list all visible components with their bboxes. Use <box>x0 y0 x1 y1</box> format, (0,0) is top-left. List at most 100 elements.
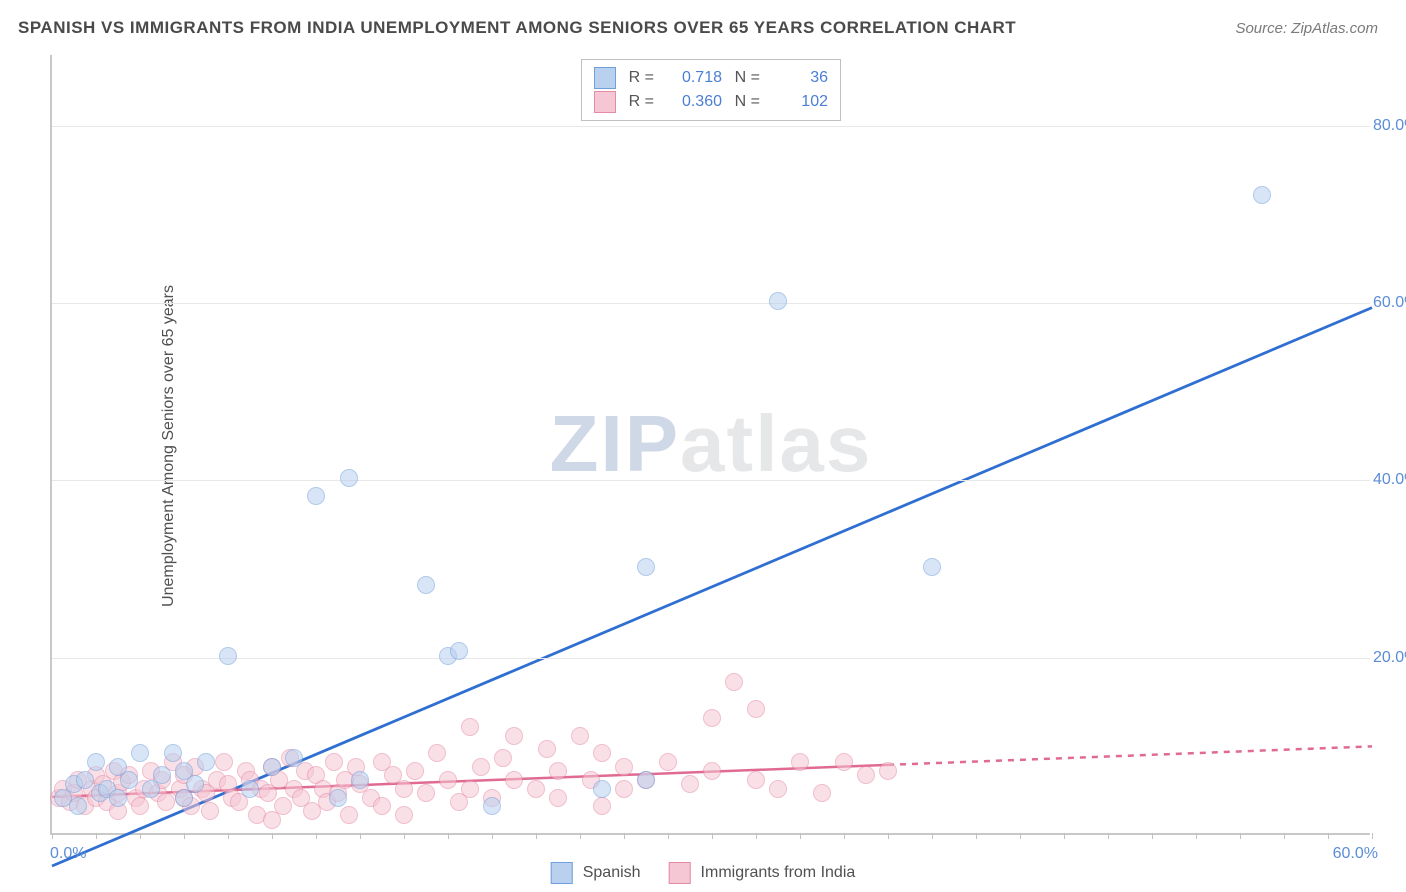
x-tick <box>1020 833 1021 839</box>
x-tick <box>404 833 405 839</box>
data-point-spanish <box>637 771 655 789</box>
data-point-spanish <box>285 749 303 767</box>
x-tick <box>1328 833 1329 839</box>
gridline <box>52 126 1370 127</box>
data-point-india <box>461 718 479 736</box>
correlation-legend: R = 0.718 N = 36 R = 0.360 N = 102 <box>581 59 841 121</box>
legend-label-india: Immigrants from India <box>701 864 856 882</box>
data-point-india <box>428 744 446 762</box>
trend-line-india <box>888 746 1372 765</box>
legend-row-india: R = 0.360 N = 102 <box>594 90 828 114</box>
x-tick <box>1152 833 1153 839</box>
gridline <box>52 658 1370 659</box>
data-point-spanish <box>483 797 501 815</box>
data-point-india <box>215 753 233 771</box>
data-point-india <box>340 806 358 824</box>
data-point-spanish <box>923 558 941 576</box>
gridline <box>52 480 1370 481</box>
data-point-india <box>325 753 343 771</box>
legend-label-spanish: Spanish <box>583 864 641 882</box>
n-value-india: 102 <box>768 90 828 114</box>
x-tick <box>668 833 669 839</box>
data-point-india <box>813 784 831 802</box>
r-label: R = <box>624 90 654 114</box>
data-point-india <box>461 780 479 798</box>
x-tick-max: 60.0% <box>1333 845 1378 863</box>
data-point-india <box>571 727 589 745</box>
data-point-india <box>725 673 743 691</box>
x-tick <box>1240 833 1241 839</box>
data-point-india <box>131 797 149 815</box>
data-point-spanish <box>263 758 281 776</box>
data-point-india <box>593 744 611 762</box>
data-point-india <box>879 762 897 780</box>
data-point-india <box>747 771 765 789</box>
data-point-spanish <box>109 789 127 807</box>
data-point-india <box>835 753 853 771</box>
x-tick <box>888 833 889 839</box>
data-point-spanish <box>351 771 369 789</box>
x-tick <box>1064 833 1065 839</box>
x-tick <box>140 833 141 839</box>
data-point-india <box>615 758 633 776</box>
x-tick <box>976 833 977 839</box>
data-point-spanish <box>241 780 259 798</box>
x-tick <box>932 833 933 839</box>
x-tick <box>448 833 449 839</box>
chart-title: SPANISH VS IMMIGRANTS FROM INDIA UNEMPLO… <box>18 18 1016 38</box>
data-point-india <box>549 789 567 807</box>
watermark-zip: ZIP <box>550 399 680 488</box>
data-point-india <box>791 753 809 771</box>
y-tick-label: 40.0% <box>1373 471 1406 489</box>
data-point-spanish <box>307 487 325 505</box>
data-point-spanish <box>450 642 468 660</box>
data-point-spanish <box>593 780 611 798</box>
x-tick <box>1196 833 1197 839</box>
data-point-india <box>373 797 391 815</box>
x-tick <box>52 833 53 839</box>
r-value-india: 0.360 <box>662 90 722 114</box>
data-point-india <box>395 780 413 798</box>
data-point-india <box>527 780 545 798</box>
data-point-india <box>157 793 175 811</box>
data-point-india <box>201 802 219 820</box>
data-point-spanish <box>131 744 149 762</box>
x-tick <box>800 833 801 839</box>
data-point-india <box>417 784 435 802</box>
data-point-spanish <box>769 292 787 310</box>
r-label: R = <box>624 66 654 90</box>
data-point-india <box>494 749 512 767</box>
data-point-spanish <box>340 469 358 487</box>
y-tick-label: 60.0% <box>1373 294 1406 312</box>
data-point-india <box>857 766 875 784</box>
swatch-spanish <box>594 67 616 89</box>
source-attribution: Source: ZipAtlas.com <box>1235 20 1378 37</box>
data-point-spanish <box>637 558 655 576</box>
data-point-india <box>549 762 567 780</box>
data-point-spanish <box>417 576 435 594</box>
data-point-india <box>472 758 490 776</box>
data-point-india <box>538 740 556 758</box>
x-tick <box>96 833 97 839</box>
r-value-spanish: 0.718 <box>662 66 722 90</box>
data-point-india <box>681 775 699 793</box>
swatch-india <box>594 91 616 113</box>
data-point-india <box>505 727 523 745</box>
n-label: N = <box>730 66 760 90</box>
data-point-spanish <box>69 797 87 815</box>
y-tick-label: 20.0% <box>1373 649 1406 667</box>
x-tick-min: 0.0% <box>50 845 86 863</box>
x-tick <box>1372 833 1373 839</box>
x-tick <box>756 833 757 839</box>
x-tick <box>184 833 185 839</box>
swatch-india-icon <box>669 862 691 884</box>
legend-item-spanish: Spanish <box>551 862 641 884</box>
swatch-spanish-icon <box>551 862 573 884</box>
x-tick <box>316 833 317 839</box>
x-tick <box>580 833 581 839</box>
x-tick <box>844 833 845 839</box>
plot-area: ZIPatlas R = 0.718 N = 36 R = 0.360 N = … <box>50 55 1370 835</box>
watermark-atlas: atlas <box>680 399 872 488</box>
data-point-india <box>593 797 611 815</box>
x-tick <box>492 833 493 839</box>
